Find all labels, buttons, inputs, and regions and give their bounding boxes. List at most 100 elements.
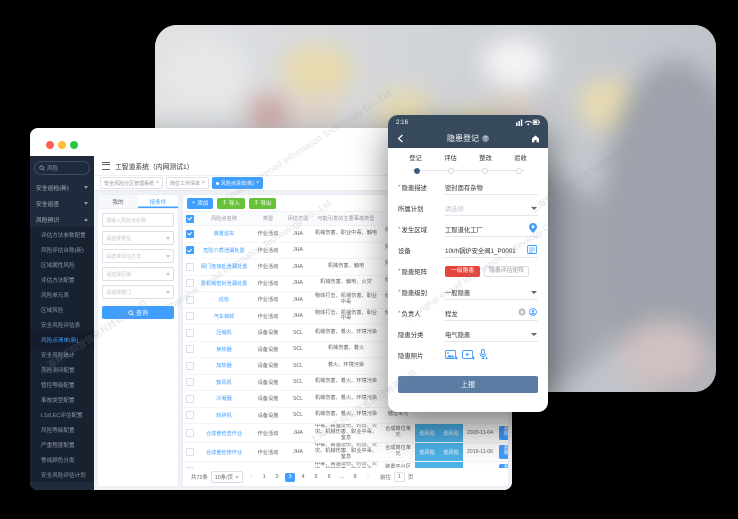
row-checkbox[interactable] xyxy=(186,467,194,468)
sidebar-item[interactable]: 安全风险评估计划 xyxy=(30,467,94,482)
matrix-eval-button[interactable]: 隐患评估矩阵 xyxy=(484,265,529,278)
page-number[interactable]: 2 xyxy=(275,474,279,480)
sidebar-item[interactable]: 评估方法参数配置 xyxy=(30,227,94,242)
sidebar-item[interactable]: 区域属性风险 xyxy=(30,257,94,272)
sidebar-item[interactable]: 评估方法配置 xyxy=(30,272,94,287)
minimize-window-icon[interactable] xyxy=(58,141,66,149)
add-button[interactable]: + 添加 xyxy=(187,197,214,209)
row-checkbox[interactable] xyxy=(186,279,194,288)
sidebar-item[interactable]: 事故类型配置 xyxy=(30,392,94,407)
sidebar-item[interactable]: 警戒颜色分类 xyxy=(30,452,94,467)
sidebar-item[interactable]: 风险单元表 xyxy=(30,287,94,302)
tab-item[interactable]: 风险点清单(新) × xyxy=(211,177,264,189)
filter-select[interactable]: 请选择评估方法 xyxy=(102,249,174,263)
step-label[interactable]: 评估 xyxy=(444,155,457,162)
close-window-icon[interactable] xyxy=(46,141,54,149)
add-video-icon[interactable] xyxy=(462,349,475,362)
sidebar-item[interactable]: 区域风险 xyxy=(30,302,94,317)
filter-select[interactable]: 请选择类型 xyxy=(102,231,174,245)
page-number[interactable]: … xyxy=(339,474,345,480)
table-row[interactable]: 粉碎机 设备设施 SCL 机械伤害、着火、环境污染 储运单元 xyxy=(183,408,508,424)
home-icon[interactable] xyxy=(531,134,540,143)
row-checkbox[interactable] xyxy=(186,295,194,304)
step-label[interactable]: 登记 xyxy=(409,155,422,162)
row-checkbox[interactable] xyxy=(186,246,194,255)
table-row[interactable]: 合成釜检查作业 作业活动 JHA 中毒、高温烫伤、灼烫、火灾、机械伤害、职业中毒、窒息… xyxy=(183,424,508,443)
sidebar-item[interactable]: 严重程度配置 xyxy=(30,437,94,452)
row-checkbox[interactable] xyxy=(186,328,194,337)
import-button[interactable]: ↥ 导入 xyxy=(217,197,245,209)
sidebar-item[interactable]: 安全风险统计 xyxy=(30,347,94,362)
menu-collapse-icon[interactable] xyxy=(102,161,110,170)
row-checkbox[interactable] xyxy=(186,448,194,456)
field-input[interactable]: 程龙 xyxy=(444,307,538,321)
table-row[interactable]: 合成釜检修作业 作业活动 JHA 中毒、高温烫伤、灼烫、火灾、机械伤害、职业中毒、窒息… xyxy=(183,443,508,462)
sidebar-search-input[interactable]: 风险 xyxy=(34,161,90,175)
sidebar-item[interactable]: 风险评估台账(新) xyxy=(30,242,94,257)
sidebar-item[interactable]: 风险测评配置 xyxy=(30,362,94,377)
field-input[interactable]: 密封面有杂物 xyxy=(444,181,538,195)
next-page-button[interactable]: › xyxy=(367,474,369,480)
page-number[interactable]: 6 xyxy=(327,474,331,480)
add-image-icon[interactable] xyxy=(445,349,458,362)
field-input[interactable]: 请选择 xyxy=(444,202,538,216)
sidebar-item[interactable]: 管控等级配置 xyxy=(30,377,94,392)
sidebar-group-item[interactable]: 安全巡检(新) xyxy=(30,179,94,195)
status-icons xyxy=(516,119,540,126)
hazard-level-button[interactable]: 一级隐患 xyxy=(445,266,481,277)
sidebar-group-item[interactable]: 风险辨识 xyxy=(30,211,94,227)
query-button[interactable]: 查询 xyxy=(102,306,174,319)
tab-item[interactable]: 安全风险分区管理系统 × xyxy=(100,177,163,189)
submit-button[interactable]: 上报 xyxy=(398,376,538,393)
row-checkbox[interactable] xyxy=(186,429,194,437)
row-checkbox[interactable] xyxy=(186,229,194,238)
field-input[interactable]: 10t/h锅炉安全阀1_P0001 xyxy=(444,244,538,258)
goto-page-input[interactable]: 1 xyxy=(393,472,405,482)
field-input[interactable]: 一般隐患 xyxy=(444,286,538,300)
field-input[interactable]: 工智道化工厂 xyxy=(444,223,538,237)
device-icon[interactable] xyxy=(527,244,537,256)
prev-page-button[interactable]: ‹ xyxy=(250,474,252,480)
contact-icon[interactable] xyxy=(529,308,537,318)
page-number[interactable]: 4 xyxy=(301,474,305,480)
row-checkbox[interactable] xyxy=(186,312,194,321)
sidebar-item[interactable]: 风险点清单(新) xyxy=(30,332,94,347)
table-row[interactable]: 装置巡回检查工作作业活动JHA中毒、高温烫伤、灼烫、火灾、机械伤害、职业中毒、窒… xyxy=(183,462,508,468)
export-button[interactable]: ↧ 导出 xyxy=(248,197,277,209)
help-badge-icon[interactable]: ? xyxy=(482,135,489,142)
page-number[interactable]: 5 xyxy=(314,474,318,480)
risk-name-input[interactable]: 请输入风险点名称 xyxy=(102,213,174,227)
view-button[interactable]: 查看 xyxy=(499,464,508,468)
row-checkbox[interactable] xyxy=(186,361,194,370)
tab-item[interactable]: 岗位工作清单 × xyxy=(165,177,209,189)
sidebar-item[interactable]: 风险等级配置 xyxy=(30,422,94,437)
sidebar-group-item[interactable]: 安全巡查 xyxy=(30,195,94,211)
zoom-window-icon[interactable] xyxy=(70,141,78,149)
form-row: * 负责人 程龙 xyxy=(398,303,538,324)
row-checkbox[interactable] xyxy=(186,262,194,271)
page-number[interactable]: 3 xyxy=(285,472,296,482)
page-size-select[interactable]: 10条/页 xyxy=(210,471,244,483)
row-checkbox[interactable] xyxy=(186,411,194,420)
row-checkbox[interactable] xyxy=(186,394,194,403)
page-number[interactable]: 8 xyxy=(353,474,357,480)
back-icon[interactable] xyxy=(396,134,405,143)
row-checkbox[interactable] xyxy=(186,378,194,387)
sidebar-item[interactable]: 安全风险评估表 xyxy=(30,317,94,332)
row-checkbox[interactable] xyxy=(186,345,194,354)
step-label[interactable]: 整改 xyxy=(479,155,492,162)
filter-tab[interactable]: 我的 xyxy=(112,199,124,206)
view-button[interactable]: 查看 xyxy=(499,445,508,459)
clear-icon[interactable] xyxy=(518,308,526,318)
view-button[interactable]: 查看 xyxy=(499,426,508,440)
add-mic-icon[interactable] xyxy=(479,349,488,362)
filter-select[interactable]: 请选择部门 xyxy=(102,285,174,299)
step-label[interactable]: 验收 xyxy=(514,155,527,162)
sidebar-item[interactable]: LS/LEC评估配置 xyxy=(30,407,94,422)
header-checkbox[interactable] xyxy=(186,214,194,223)
field-input[interactable]: 电气隐患 xyxy=(444,328,538,342)
filter-select[interactable]: 请选择区域 xyxy=(102,267,174,281)
page-number[interactable]: 1 xyxy=(262,474,266,480)
location-icon[interactable] xyxy=(529,223,537,235)
filter-tab[interactable]: 按条件 xyxy=(138,195,178,208)
